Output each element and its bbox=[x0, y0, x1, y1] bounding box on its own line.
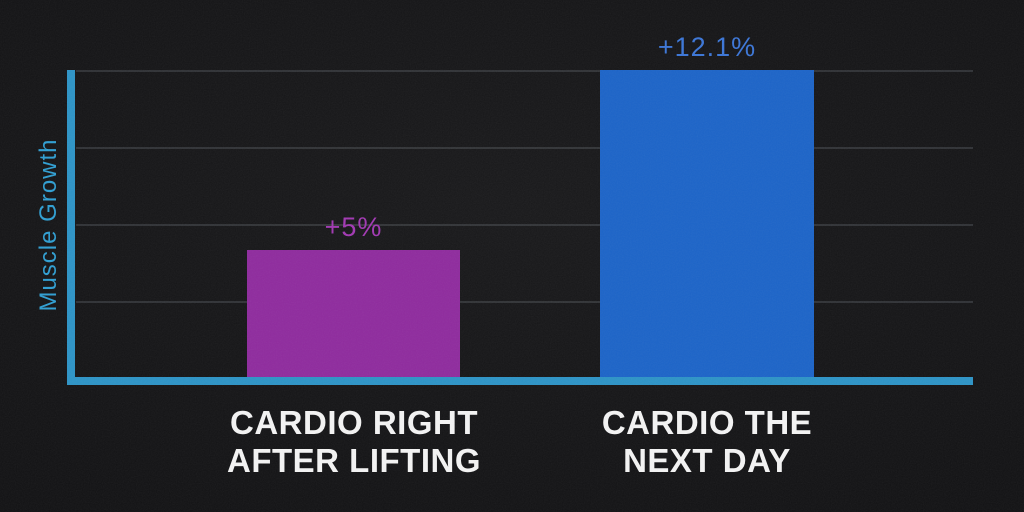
y-axis-line bbox=[67, 70, 75, 385]
bar-cardio-right-after-lifting: +5% bbox=[247, 212, 460, 377]
gridline bbox=[76, 147, 973, 149]
bar-cardio-the-next-day: +12.1% bbox=[600, 32, 814, 377]
y-axis-title: Muscle Growth bbox=[35, 138, 62, 312]
plot-area: +5% +12.1% bbox=[76, 32, 973, 377]
gridline bbox=[76, 70, 973, 72]
x-axis-line bbox=[67, 377, 973, 385]
category-line: AFTER LIFTING bbox=[227, 442, 481, 479]
category-line: CARDIO THE bbox=[601, 404, 813, 441]
category-label-cardio-the-next-day: CARDIO THE NEXT DAY bbox=[487, 404, 927, 480]
bar-rect bbox=[247, 250, 460, 377]
bar-value-label: +5% bbox=[324, 212, 383, 242]
category-line: CARDIO RIGHT bbox=[230, 404, 478, 441]
bar-rect bbox=[600, 70, 814, 377]
category-line: NEXT DAY bbox=[623, 442, 791, 479]
bar-value-label: +12.1% bbox=[657, 32, 757, 62]
gridline bbox=[76, 301, 973, 303]
